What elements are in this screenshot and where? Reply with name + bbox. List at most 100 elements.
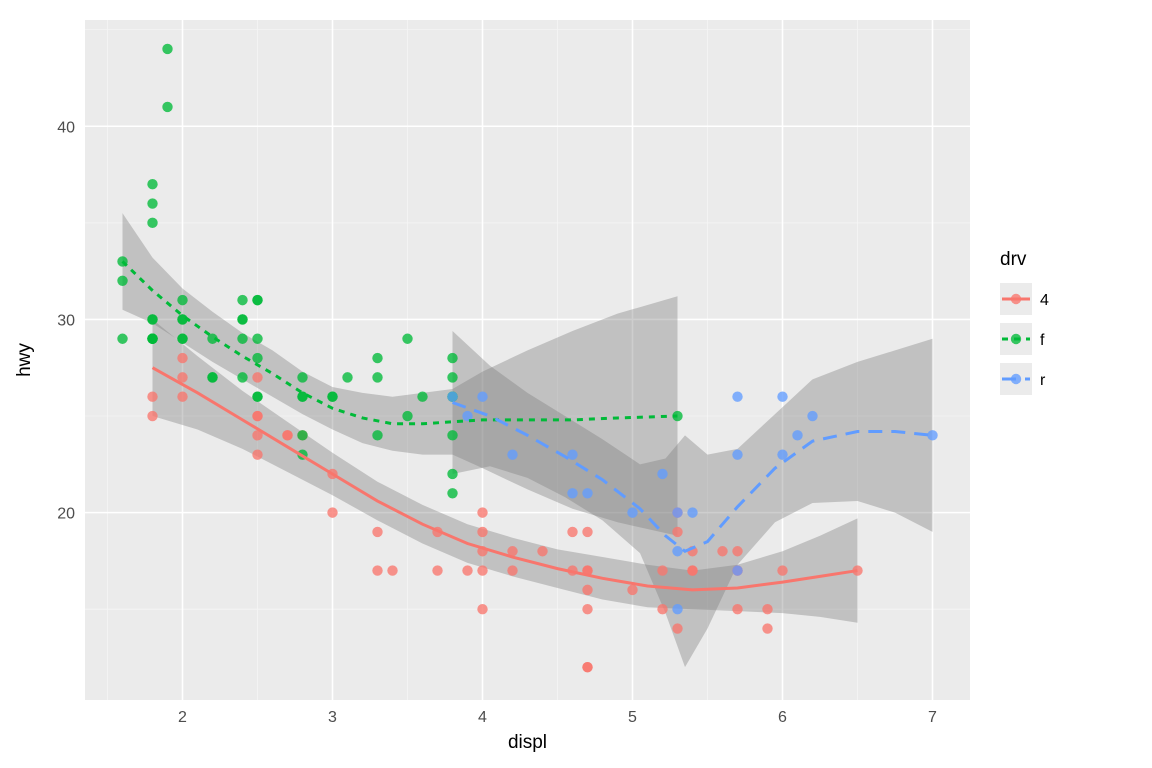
data-point: [282, 430, 292, 440]
data-point: [567, 527, 577, 537]
x-tick-label: 6: [778, 709, 787, 726]
data-point: [252, 353, 262, 363]
data-point: [207, 372, 217, 382]
data-point: [477, 565, 487, 575]
data-point: [252, 295, 262, 305]
data-point: [147, 392, 157, 402]
data-point: [252, 372, 262, 382]
data-point: [732, 546, 742, 556]
data-point: [687, 507, 697, 517]
data-point: [147, 179, 157, 189]
legend-title: drv: [1000, 249, 1027, 270]
data-point: [687, 565, 697, 575]
data-point: [657, 469, 667, 479]
data-point: [237, 295, 247, 305]
data-point: [162, 44, 172, 54]
y-tick-label: 30: [57, 312, 75, 329]
data-point: [447, 372, 457, 382]
data-point: [147, 411, 157, 421]
data-point: [777, 392, 787, 402]
y-tick-label: 20: [57, 506, 75, 523]
data-point: [372, 527, 382, 537]
data-point: [477, 527, 487, 537]
data-point: [177, 353, 187, 363]
data-point: [237, 372, 247, 382]
data-point: [402, 334, 412, 344]
data-point: [657, 604, 667, 614]
data-point: [582, 527, 592, 537]
data-point: [252, 411, 262, 421]
data-point: [582, 662, 592, 672]
data-point: [732, 604, 742, 614]
legend-label: f: [1040, 332, 1045, 349]
data-point: [507, 449, 517, 459]
data-point: [477, 392, 487, 402]
legend-label: 4: [1040, 292, 1049, 309]
data-point: [672, 527, 682, 537]
data-point: [147, 218, 157, 228]
data-point: [177, 295, 187, 305]
data-point: [717, 546, 727, 556]
data-point: [117, 334, 127, 344]
data-point: [117, 276, 127, 286]
x-tick-label: 2: [178, 709, 187, 726]
data-point: [297, 392, 307, 402]
chart-svg: 234567203040displhwydrv4fr: [0, 0, 1152, 768]
data-point: [762, 623, 772, 633]
data-point: [327, 392, 337, 402]
data-point: [732, 565, 742, 575]
data-point: [162, 102, 172, 112]
data-point: [927, 430, 937, 440]
data-point: [462, 565, 472, 575]
data-point: [477, 507, 487, 517]
data-point: [447, 353, 457, 363]
data-point: [237, 314, 247, 324]
data-point: [567, 488, 577, 498]
data-point: [477, 604, 487, 614]
data-point: [807, 411, 817, 421]
data-point: [777, 565, 787, 575]
data-point: [762, 604, 772, 614]
data-point: [402, 411, 412, 421]
data-point: [252, 392, 262, 402]
chart-container: 234567203040displhwydrv4fr: [0, 0, 1152, 768]
data-point: [177, 392, 187, 402]
data-point: [297, 430, 307, 440]
data-point: [732, 392, 742, 402]
data-point: [672, 604, 682, 614]
data-point: [672, 507, 682, 517]
data-point: [447, 488, 457, 498]
data-point: [432, 565, 442, 575]
data-point: [672, 623, 682, 633]
data-point: [297, 372, 307, 382]
data-point: [342, 372, 352, 382]
data-point: [657, 565, 667, 575]
data-point: [147, 334, 157, 344]
y-tick-label: 40: [57, 119, 75, 136]
data-point: [447, 469, 457, 479]
data-point: [447, 392, 457, 402]
x-tick-label: 4: [478, 709, 487, 726]
data-point: [372, 372, 382, 382]
x-tick-label: 5: [628, 709, 637, 726]
y-axis-label: hwy: [14, 343, 35, 377]
data-point: [372, 565, 382, 575]
data-point: [537, 546, 547, 556]
data-point: [327, 507, 337, 517]
data-point: [252, 449, 262, 459]
legend-point-icon: [1011, 374, 1021, 384]
data-point: [582, 604, 592, 614]
data-point: [252, 334, 262, 344]
data-point: [372, 353, 382, 363]
data-point: [447, 430, 457, 440]
data-point: [372, 430, 382, 440]
legend-point-icon: [1011, 334, 1021, 344]
data-point: [582, 488, 592, 498]
legend-label: r: [1040, 372, 1046, 389]
data-point: [567, 449, 577, 459]
data-point: [672, 546, 682, 556]
legend-point-icon: [1011, 294, 1021, 304]
data-point: [627, 585, 637, 595]
x-tick-label: 3: [328, 709, 337, 726]
data-point: [237, 334, 247, 344]
